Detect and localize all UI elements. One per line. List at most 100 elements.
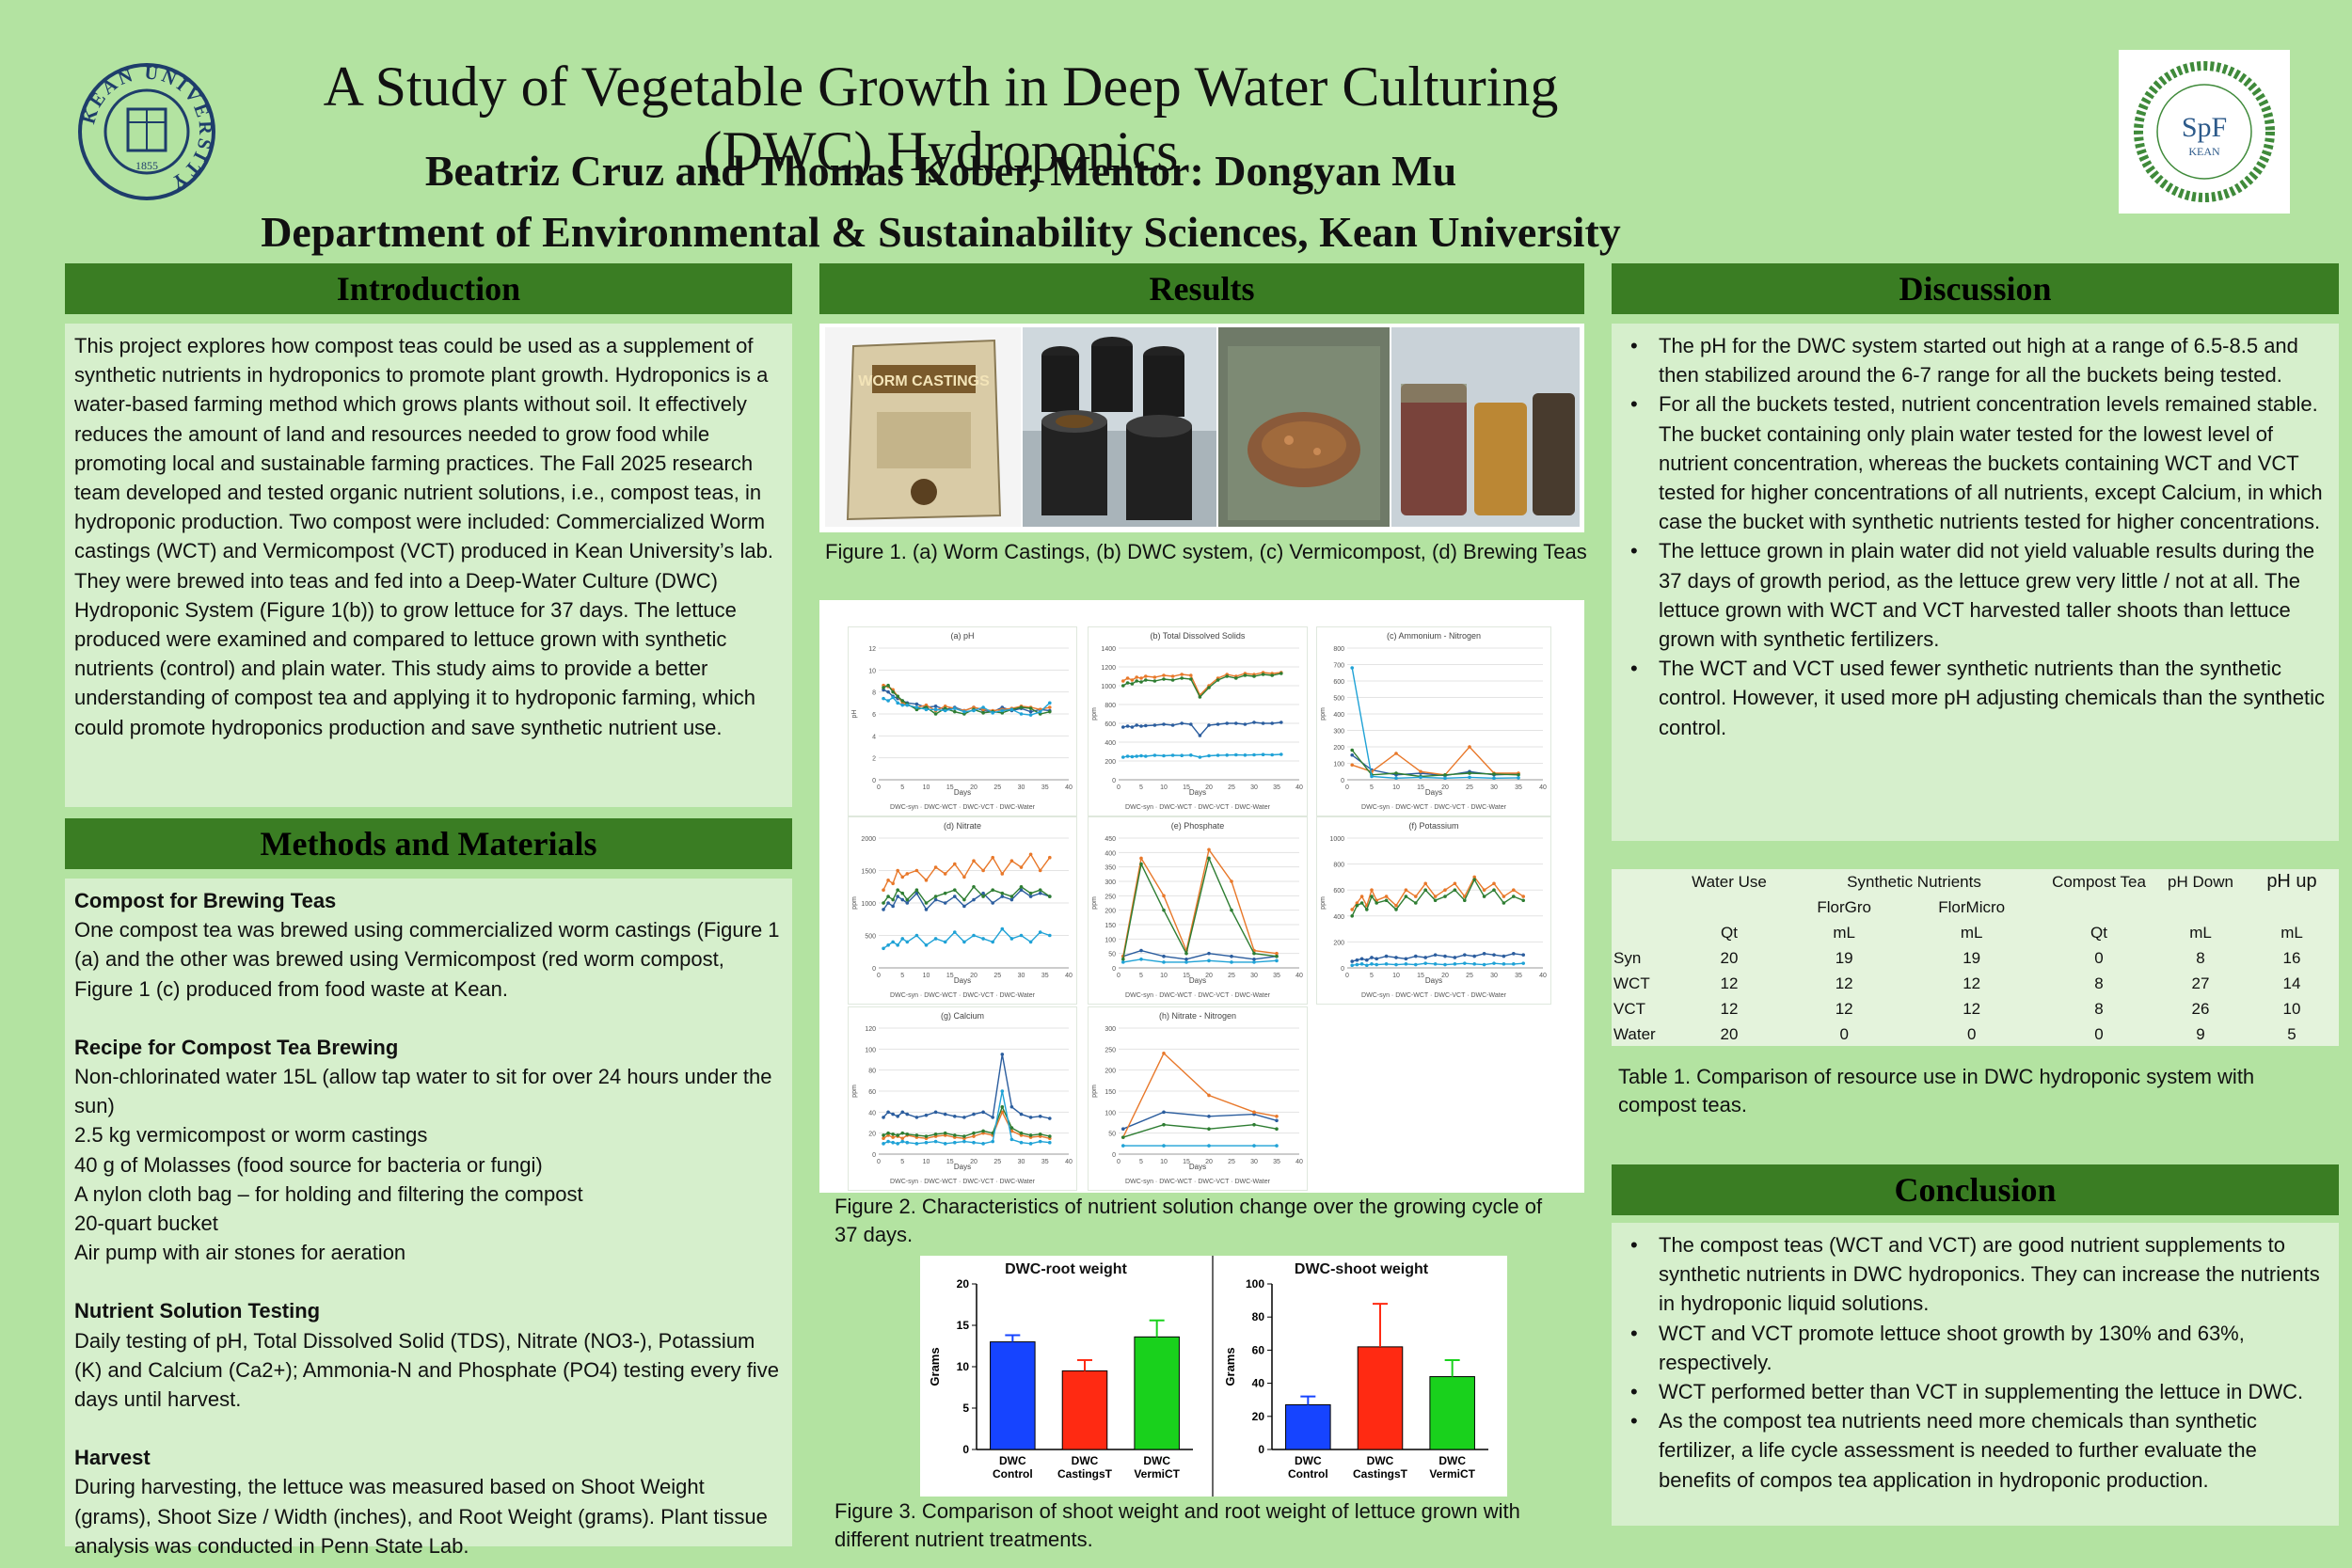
svg-text:1855: 1855 bbox=[135, 159, 158, 172]
data-point bbox=[933, 707, 938, 712]
data-point bbox=[1453, 956, 1457, 959]
data-point bbox=[924, 908, 929, 911]
data-point bbox=[1216, 722, 1220, 726]
chart-calcium: (g) Calcium 0 20 40 60 80 100 120 0 5 10 15 20 25 30 3… bbox=[848, 1006, 1077, 1191]
y-axis-label: ppm bbox=[851, 896, 858, 910]
y-tick-label: 50 bbox=[1108, 952, 1116, 958]
methods-recipe-line: Air pump with air stones for aeration bbox=[74, 1241, 406, 1265]
data-point bbox=[900, 1139, 905, 1144]
data-point bbox=[1009, 1104, 1014, 1109]
data-point bbox=[1252, 951, 1256, 956]
category-label: DWC bbox=[1072, 1454, 1099, 1467]
x-tick-label: 20 bbox=[1441, 784, 1449, 791]
data-point bbox=[1198, 755, 1202, 759]
x-tick-label: 0 bbox=[1117, 784, 1120, 791]
x-tick-label: 20 bbox=[1205, 973, 1213, 979]
x-tick-label: 40 bbox=[1065, 1159, 1073, 1165]
series-line bbox=[1122, 949, 1278, 960]
data-point bbox=[1121, 958, 1125, 961]
table-row: Water 20 0 0 0 9 5 bbox=[1613, 1024, 2296, 1043]
x-tick-label: 15 bbox=[946, 784, 954, 791]
data-point bbox=[1414, 954, 1418, 958]
data-point bbox=[1130, 725, 1135, 729]
x-tick-label: 15 bbox=[946, 1159, 954, 1165]
data-point bbox=[1230, 954, 1233, 958]
y-axis-label: Grams bbox=[928, 1347, 942, 1386]
data-point bbox=[1216, 678, 1220, 682]
data-point bbox=[1252, 1110, 1256, 1115]
x-tick-label: 0 bbox=[877, 1159, 881, 1165]
data-point bbox=[1492, 961, 1496, 965]
data-point bbox=[1135, 723, 1138, 727]
y-tick-label: 12 bbox=[868, 646, 876, 653]
data-point bbox=[1009, 1137, 1014, 1142]
data-point bbox=[896, 1115, 899, 1118]
chart-ammonium: (c) Ammonium - Nitrogen 0 100 200 300 400 500… bbox=[1316, 626, 1551, 816]
data-point bbox=[1000, 891, 1005, 895]
data-point bbox=[1038, 930, 1042, 934]
data-point bbox=[896, 943, 899, 947]
data-point bbox=[991, 855, 994, 860]
y-tick-label: 1500 bbox=[861, 869, 876, 876]
y-tick-label: 600 bbox=[1333, 679, 1344, 686]
data-point bbox=[1279, 752, 1283, 756]
x-tick-label: 15 bbox=[1417, 784, 1424, 791]
data-point bbox=[1225, 674, 1229, 678]
category-label: Control bbox=[993, 1467, 1033, 1481]
x-tick-label: 30 bbox=[1490, 973, 1498, 979]
data-point bbox=[1144, 674, 1148, 678]
y-tick-label: 6 bbox=[872, 712, 876, 719]
data-point bbox=[1453, 881, 1457, 886]
x-tick-label: 30 bbox=[1018, 1159, 1025, 1165]
kean-logo: KEAN UNIVERSITY 1855 bbox=[77, 62, 216, 201]
y-tick-label: 400 bbox=[1104, 740, 1116, 747]
bar bbox=[990, 1341, 1036, 1450]
y-tick-label: 0 bbox=[1112, 1152, 1116, 1159]
data-point bbox=[953, 888, 957, 892]
data-point bbox=[924, 1113, 929, 1117]
data-point bbox=[1207, 856, 1211, 861]
x-tick-label: 5 bbox=[1370, 784, 1374, 791]
y-tick-label: 200 bbox=[1333, 940, 1344, 946]
chart-nitrate: (d) Nitrate 0 500 1000 1500 2000 0 5 10 15 20 25 30… bbox=[848, 816, 1077, 1005]
x-tick-label: 40 bbox=[1065, 784, 1073, 791]
chart-x-label: Days bbox=[953, 788, 972, 797]
data-point bbox=[1139, 676, 1143, 680]
chart-title: (e) Phosphate bbox=[1170, 821, 1225, 831]
y-axis-label: ppm bbox=[851, 1085, 858, 1098]
data-point bbox=[1365, 963, 1369, 968]
data-point bbox=[905, 703, 910, 707]
spf-logo: SpF KEAN bbox=[2119, 50, 2290, 214]
data-point bbox=[1009, 937, 1014, 941]
data-point bbox=[1270, 721, 1274, 725]
data-point bbox=[943, 940, 947, 944]
data-point bbox=[1139, 862, 1143, 866]
data-point bbox=[886, 1139, 890, 1144]
y-tick-label: 300 bbox=[1104, 879, 1116, 886]
data-point bbox=[943, 1142, 947, 1146]
data-point bbox=[1162, 677, 1166, 681]
data-point bbox=[972, 1140, 976, 1145]
data-point bbox=[933, 865, 938, 869]
data-point bbox=[914, 888, 919, 892]
data-point bbox=[1162, 894, 1166, 898]
data-point bbox=[1009, 707, 1014, 712]
chart-x-label: Days bbox=[1424, 976, 1443, 985]
data-point bbox=[1230, 960, 1233, 964]
data-point bbox=[1521, 895, 1525, 898]
y-axis-label: pH bbox=[851, 710, 858, 719]
data-point bbox=[1521, 953, 1525, 957]
data-point bbox=[981, 937, 985, 941]
y-tick-label: 800 bbox=[1333, 863, 1344, 869]
chart-ph: (a) pH 0 2 4 6 8 10 12 0 5 10 15 20 25 30 35 40 pH Days … bbox=[848, 626, 1077, 816]
data-point bbox=[1162, 960, 1166, 964]
data-point bbox=[1125, 724, 1130, 728]
y-tick-label: 0 bbox=[1341, 966, 1344, 973]
series-line bbox=[1351, 878, 1524, 917]
bar bbox=[1357, 1346, 1404, 1450]
data-point bbox=[1350, 748, 1354, 752]
data-point bbox=[1139, 724, 1143, 728]
data-point bbox=[1130, 682, 1135, 686]
series-line bbox=[882, 689, 1050, 713]
data-point bbox=[896, 694, 899, 699]
